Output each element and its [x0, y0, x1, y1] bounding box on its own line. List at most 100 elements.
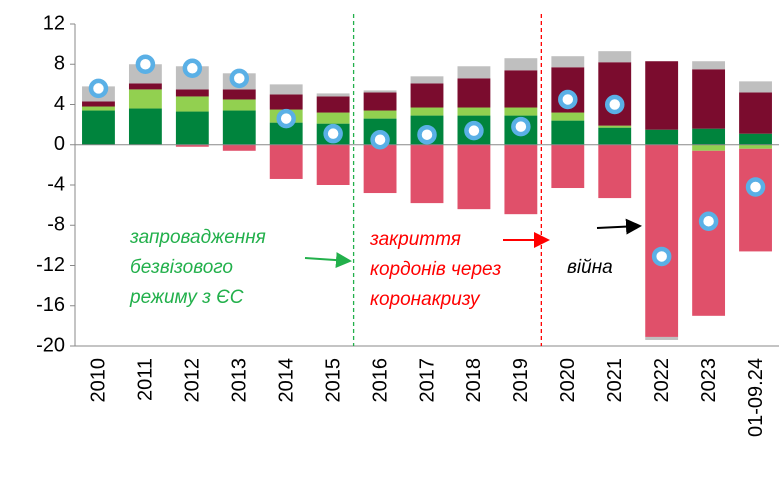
x-tick-label: 2021 — [604, 358, 626, 403]
bar-segment — [457, 107, 491, 116]
bar-segment — [739, 148, 772, 252]
dot — [698, 211, 719, 231]
bar-segment — [175, 111, 209, 145]
x-tick-label: 2012 — [182, 358, 204, 403]
annotation: безвізового — [130, 257, 233, 278]
y-tick-label: 0 — [54, 133, 65, 155]
bar-segment — [363, 90, 397, 93]
x-tick-label: 2015 — [322, 358, 344, 403]
bar-segment — [82, 101, 115, 107]
bar-segment — [598, 62, 632, 126]
bar-segment — [551, 112, 585, 121]
bar-segment — [692, 150, 726, 316]
bar-segment — [410, 144, 444, 204]
x-tick-label: 2023 — [698, 358, 720, 403]
bar-segment — [128, 89, 162, 109]
dot — [558, 89, 578, 110]
x-tick-label: 2018 — [463, 358, 485, 403]
x-tick-label: 01-09.24 — [745, 358, 767, 437]
bar-segment — [269, 84, 303, 95]
bar-segment — [645, 129, 679, 145]
bar-segment — [128, 108, 162, 145]
x-tick-label: 2022 — [651, 358, 673, 403]
bar-segment — [410, 83, 444, 108]
bar-segment — [175, 89, 209, 97]
bar-segment — [551, 144, 585, 189]
bar-segment — [82, 106, 115, 111]
annotation: кордонів через — [370, 259, 501, 280]
arrow — [304, 252, 352, 269]
bar-segment — [316, 144, 350, 185]
dot — [745, 177, 766, 197]
bar-segment — [739, 81, 772, 93]
x-tick-label: 2016 — [369, 358, 391, 403]
dot — [464, 120, 484, 141]
bar-segment — [598, 51, 632, 63]
dot — [323, 123, 343, 144]
y-tick-label: 8 — [54, 53, 65, 75]
y-tick-label: 12 — [43, 12, 65, 34]
x-tick-label: 2010 — [88, 358, 110, 403]
annotation: коронакризу — [370, 289, 481, 310]
y-tick-label: -4 — [47, 173, 65, 195]
dot — [135, 54, 156, 74]
bar-segment — [551, 120, 585, 145]
bar-segment — [692, 61, 726, 70]
x-tick-label: 2020 — [557, 358, 579, 403]
dot — [604, 94, 625, 115]
bar-segment — [645, 61, 679, 130]
dot — [88, 78, 109, 99]
bar-segment — [128, 83, 162, 90]
bar-segment — [410, 107, 444, 116]
bar-segment — [316, 96, 350, 113]
bar-segment — [598, 125, 632, 128]
dot — [276, 108, 296, 129]
bar-segment — [739, 92, 772, 134]
bar-segment — [363, 144, 397, 194]
bar-segment — [504, 107, 538, 116]
bar-segment — [598, 127, 632, 145]
bar-segment — [457, 78, 491, 108]
bar-segment — [316, 93, 350, 97]
bar-segment — [222, 110, 256, 145]
bar-segment — [692, 128, 726, 145]
dot — [417, 124, 437, 145]
bar-segment — [504, 58, 538, 71]
bar-segment — [175, 96, 209, 112]
bar-segment — [739, 144, 772, 149]
x-tick-label: 2014 — [275, 358, 297, 403]
bar-segment — [363, 92, 397, 111]
dot — [370, 129, 390, 150]
dot — [651, 246, 672, 267]
bar-segment — [504, 70, 538, 108]
bar-segment — [598, 144, 632, 199]
y-tick-label: -16 — [36, 294, 65, 316]
bar-segment — [269, 94, 303, 110]
bar-segment — [457, 66, 491, 79]
bar-segment — [645, 336, 679, 340]
annotation: війна — [567, 257, 613, 278]
dot — [182, 58, 203, 79]
bar-segment — [504, 144, 538, 215]
bar-segment — [551, 56, 585, 68]
y-tick-label: -12 — [36, 254, 65, 276]
bar-segment — [739, 133, 772, 145]
bar-segment — [692, 144, 726, 151]
bar-segment — [269, 122, 303, 145]
y-tick-label: -20 — [36, 334, 65, 356]
arrow — [596, 218, 642, 235]
x-tick-label: 2013 — [229, 358, 251, 403]
bar-segment — [82, 110, 115, 145]
bar-segment — [269, 144, 303, 179]
bar-segment — [410, 76, 444, 84]
y-tick-label: 4 — [54, 93, 65, 115]
y-tick-label: -8 — [47, 214, 65, 236]
bar-segment — [222, 144, 256, 151]
bar-segment — [222, 89, 256, 100]
bar-segment — [363, 110, 397, 119]
bar-segment — [175, 144, 209, 147]
bar-segment — [222, 99, 256, 111]
annotation: запровадження — [129, 227, 266, 248]
bar-segment — [645, 144, 679, 337]
